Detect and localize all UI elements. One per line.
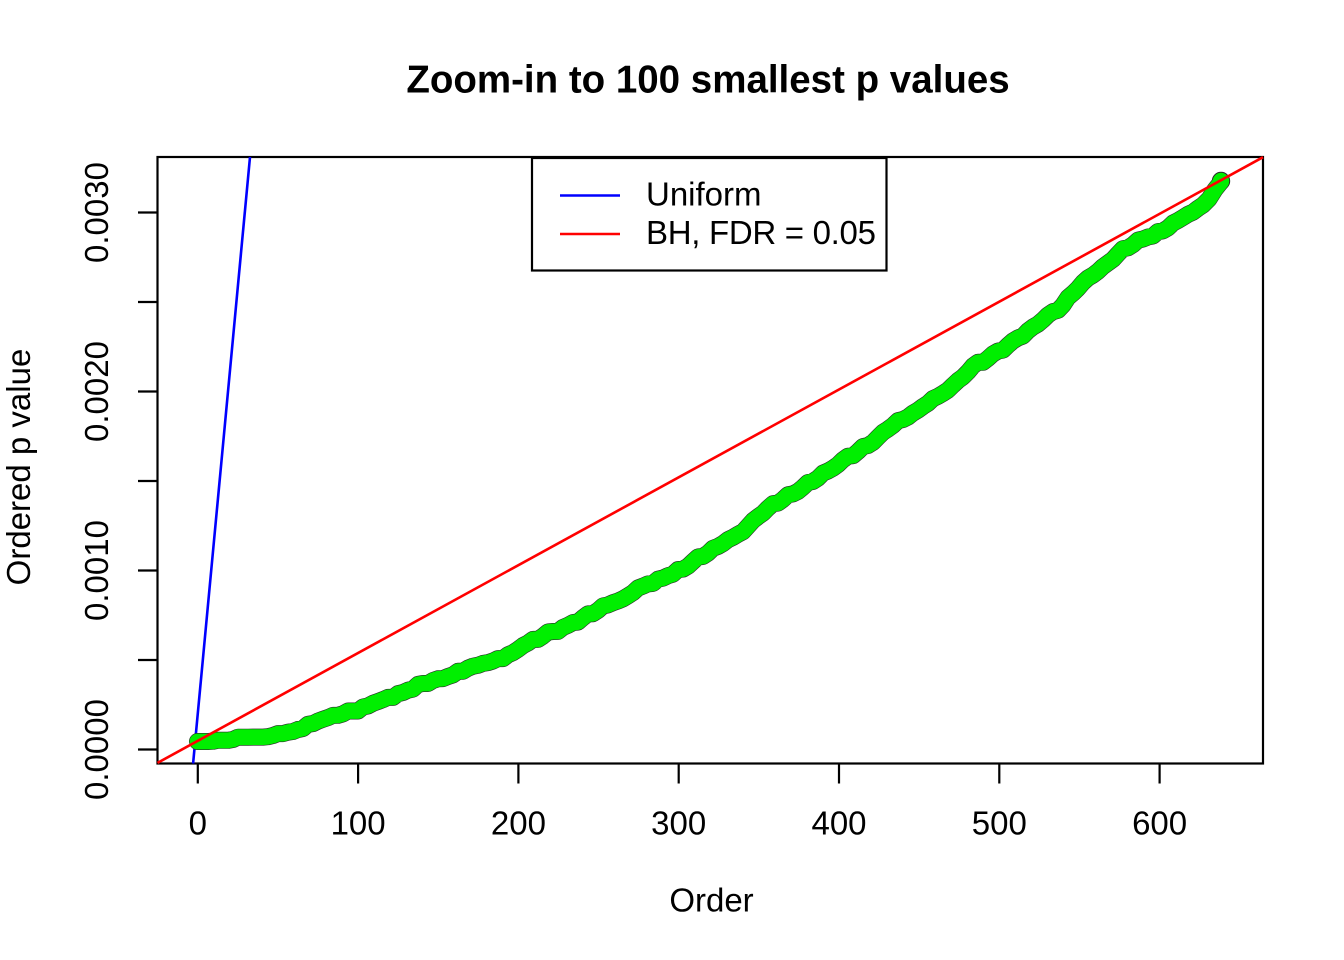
svg-text:BH, FDR = 0.05: BH, FDR = 0.05 [646,214,876,251]
svg-text:Ordered p value: Ordered p value [0,349,37,586]
svg-text:0.0010: 0.0010 [78,520,115,621]
svg-text:0: 0 [189,805,207,842]
svg-text:Uniform: Uniform [646,176,762,213]
svg-text:Zoom-in to 100 smallest p valu: Zoom-in to 100 smallest p values [406,59,1009,102]
svg-text:100: 100 [331,805,386,842]
svg-text:Order: Order [669,882,753,919]
svg-text:500: 500 [972,805,1027,842]
svg-text:600: 600 [1132,805,1187,842]
svg-text:0.0030: 0.0030 [78,162,115,263]
svg-text:400: 400 [811,805,866,842]
svg-text:0.0020: 0.0020 [78,341,115,442]
svg-text:300: 300 [651,805,706,842]
svg-text:200: 200 [491,805,546,842]
svg-text:0.0000: 0.0000 [78,699,115,800]
